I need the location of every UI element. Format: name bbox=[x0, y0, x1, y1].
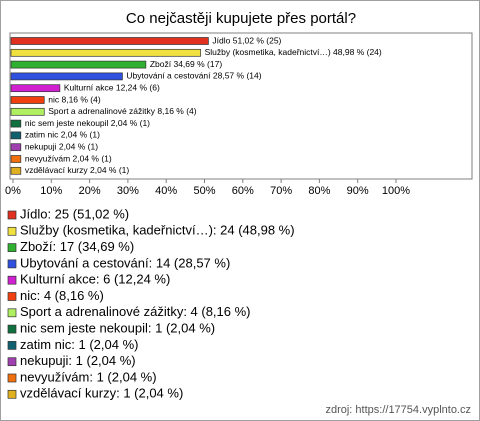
legend-label: nevyužívám: 1 (2,04 %) bbox=[20, 369, 157, 384]
x-tick-label: 20% bbox=[79, 185, 101, 197]
legend-label: nekupuji: 1 (2,04 %) bbox=[20, 353, 136, 368]
x-tick-label: 0% bbox=[5, 185, 21, 197]
bar bbox=[10, 72, 123, 81]
legend-swatch bbox=[7, 373, 17, 383]
legend-label: Zboží: 17 (34,69 %) bbox=[20, 239, 134, 254]
x-tick-label: 30% bbox=[117, 185, 139, 197]
bar bbox=[10, 107, 45, 116]
bar bbox=[10, 37, 209, 45]
x-tick-label: 70% bbox=[270, 185, 292, 197]
legend-swatch bbox=[7, 292, 17, 301]
legend-label: nic sem jeste nekoupil: 1 (2,04 %) bbox=[20, 321, 215, 336]
legend-label: Ubytování a cestování: 14 (28,57 %) bbox=[20, 255, 230, 270]
bar-label: Jídlo 51,02 % (25) bbox=[212, 35, 281, 45]
bar-label: vzdělávací kurzy 2,04 % (1) bbox=[25, 165, 130, 175]
plot-frame bbox=[9, 32, 473, 180]
bar bbox=[10, 143, 22, 152]
legend-label: Sport a adrenalinové zážitky: 4 (8,16 %) bbox=[20, 304, 251, 319]
bar-label: zatim nic 2,04 % (1) bbox=[25, 130, 100, 140]
source-note: zdroj: https://17754.vyplnto.cz bbox=[325, 404, 471, 416]
bar-label: nic sem jeste nekoupil 2,04 % (1) bbox=[25, 118, 150, 128]
legend-label: Služby (kosmetika, kadeřnictví…): 24 (48… bbox=[20, 223, 295, 238]
legend-swatch bbox=[7, 308, 17, 318]
legend-swatch bbox=[7, 259, 17, 269]
legend-label: nic: 4 (8,16 %) bbox=[20, 288, 104, 303]
bar bbox=[10, 48, 201, 57]
legend-label: zatim nic: 1 (2,04 %) bbox=[20, 337, 139, 352]
bar-label: nevyužívám 2,04 % (1) bbox=[25, 153, 112, 163]
legend-label: Kulturní akce: 6 (12,24 %) bbox=[20, 272, 170, 287]
bar-label: nic 8,16 % (4) bbox=[48, 94, 101, 104]
legend-swatch bbox=[7, 357, 17, 367]
bar-label: Ubytování a cestování 28,57 % (14) bbox=[126, 71, 261, 81]
bar bbox=[10, 119, 22, 128]
legend-label: vzdělávací kurzy: 1 (2,04 %) bbox=[20, 386, 183, 401]
x-tick-label: 90% bbox=[347, 185, 369, 197]
bar-label: Kulturní akce 12,24 % (6) bbox=[64, 82, 160, 92]
chart-title: Co nejčastěji kupujete přes portál? bbox=[126, 10, 356, 27]
legend-swatch bbox=[7, 389, 17, 399]
x-tick-label: 10% bbox=[40, 185, 62, 197]
bar bbox=[10, 155, 22, 163]
bar-label: Zboží 34,69 % (17) bbox=[150, 59, 222, 69]
legend-swatch bbox=[7, 210, 17, 220]
bar-label: nekupuji 2,04 % (1) bbox=[25, 141, 98, 151]
bar-label: Sport a adrenalinové zážitky 8,16 % (4) bbox=[48, 106, 197, 116]
legend-swatch bbox=[7, 341, 17, 350]
x-tick-label: 100% bbox=[382, 185, 410, 197]
x-tick-label: 60% bbox=[232, 185, 254, 197]
x-tick-label: 40% bbox=[155, 185, 177, 197]
legend-label: Jídlo: 25 (51,02 %) bbox=[20, 206, 129, 221]
legend-swatch bbox=[7, 243, 17, 252]
x-tick-label: 50% bbox=[193, 185, 215, 197]
x-tick-label: 80% bbox=[308, 185, 330, 197]
legend-swatch bbox=[7, 226, 17, 236]
bar bbox=[10, 96, 45, 104]
legend-swatch bbox=[7, 324, 17, 334]
bar bbox=[10, 60, 147, 69]
bar-label: Služby (kosmetika, kadeřnictví…) 48,98 %… bbox=[205, 47, 382, 57]
legend-swatch bbox=[7, 275, 17, 285]
bar bbox=[10, 84, 61, 93]
bar bbox=[10, 131, 22, 140]
bar bbox=[10, 166, 22, 175]
